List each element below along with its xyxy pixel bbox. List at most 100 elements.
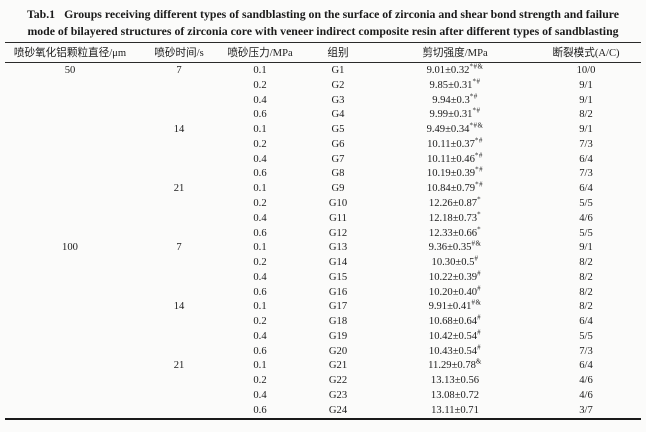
cell-mode: 6/4 [579,316,593,328]
cell-strength: 9.49±0.34*#& [379,122,531,138]
strength-value: 10.43±0.54 [428,345,478,357]
significance-marker: #& [471,239,482,248]
cell-pressure: 0.4 [253,271,267,283]
cell-diameter [5,94,135,109]
significance-marker: * [477,210,482,219]
cell-pressure: 0.1 [253,183,267,195]
significance-marker: *# [475,165,484,174]
strength-value: 10.42±0.54 [428,330,478,342]
table-row: 0.6 G8 10.19±0.39*# 7/3 [5,165,641,182]
cell-strength: 13.08±0.72 [379,389,531,404]
cell-mode: 6/4 [579,360,593,372]
cell-diameter [5,123,135,138]
cell-strength: 10.11±0.46*# [379,152,531,168]
cell-group: G20 [328,345,348,357]
cell-group: G21 [328,360,348,372]
cell-group: G13 [328,242,348,254]
cell-mode: 9/1 [579,124,593,136]
cell-mode: 8/2 [579,271,593,283]
cell-time [135,345,223,360]
table-row: 0.4 G23 13.08±0.72 4/6 [5,389,641,404]
cell-time [135,226,223,241]
significance-marker: # [477,313,482,322]
cell-strength: 9.91±0.41#& [379,299,531,315]
cell-group: G9 [331,183,345,195]
cell-mode: 3/7 [579,404,593,416]
cell-diameter [5,79,135,94]
table-row: 0.2 G2 9.85±0.31*# 9/1 [5,77,641,94]
cell-diameter [5,108,135,123]
strength-value: 9.49±0.34 [426,124,470,136]
table-row: 14 0.1 G5 9.49±0.34*#& 9/1 [5,122,641,138]
cell-strength: 13.11±0.71 [379,404,531,420]
table-row: 100 7 0.1 G13 9.36±0.35#& 9/1 [5,239,641,256]
cell-time: 7 [176,65,182,77]
cell-time [135,138,223,153]
cell-group: G14 [328,257,348,269]
cell-time [135,374,223,389]
cell-diameter [5,197,135,212]
cell-strength: 11.29±0.78& [379,358,531,374]
cell-strength: 10.11±0.37*# [379,137,531,153]
cell-diameter [5,315,135,330]
table-body: 50 7 0.1 G1 9.01±0.32*#& 10/0 0.2 G2 9.85±0.31*#… [5,63,641,420]
cell-diameter [5,389,135,404]
strength-value: 10.30±0.5 [431,257,475,269]
cell-time: 21 [173,183,185,195]
cell-diameter [5,285,135,300]
cell-diameter [5,212,135,227]
cell-pressure: 0.6 [253,168,267,180]
table-row: 0.2 G18 10.68±0.64# 6/4 [5,313,641,330]
cell-time [135,389,223,404]
cell-time [135,167,223,182]
significance-marker: *# [475,180,484,189]
table-row: 0.4 G3 9.94±0.3*# 9/1 [5,93,641,109]
cell-time: 7 [176,242,182,254]
cell-group: G10 [328,197,348,209]
table-row: 21 0.1 G9 10.84±0.79*# 6/4 [5,180,641,197]
significance-marker: # [477,269,482,278]
cell-mode: 6/4 [579,183,593,195]
cell-time [135,153,223,168]
cell-strength: 12.26±0.87* [379,196,531,212]
cell-mode: 8/2 [579,301,593,313]
strength-value: 10.11±0.37 [427,138,475,150]
strength-value: 10.11±0.46 [427,153,475,165]
cell-mode: 6/4 [579,153,593,165]
cell-pressure: 0.6 [253,286,267,298]
cell-diameter [5,226,135,241]
cell-pressure: 0.1 [253,360,267,372]
cell-mode: 9/1 [579,242,593,254]
cell-group: G11 [329,212,347,224]
cell-pressure: 0.4 [253,212,267,224]
header-failure-mode: 断裂模式(A/C) [531,42,641,63]
cell-time [135,212,223,227]
cell-strength: 10.22±0.39# [379,269,531,286]
cell-time: 14 [173,124,185,136]
cell-mode: 8/2 [579,286,593,298]
cell-time [135,79,223,94]
cell-strength: 10.30±0.5# [379,255,531,271]
cell-time [135,285,223,300]
cell-mode: 7/3 [579,168,593,180]
cell-strength: 9.94±0.3*# [379,93,531,109]
cell-mode: 5/5 [579,330,593,342]
cell-mode: 9/1 [579,79,593,91]
cell-group: G6 [331,138,345,150]
cell-time [135,330,223,345]
strength-value: 12.33±0.66 [428,227,478,239]
caption-line-1: Groups receiving different types of sand… [64,7,620,21]
significance-marker: *# [472,77,481,86]
cell-mode: 5/5 [579,227,593,239]
cell-strength: 10.20±0.40# [379,285,531,300]
header-shear-strength: 剪切强度/MPa [379,42,531,63]
strength-value: 12.18±0.73 [428,212,478,224]
cell-diameter [5,330,135,345]
cell-pressure: 0.2 [253,257,267,269]
cell-strength: 9.85±0.31*# [379,77,531,94]
cell-group: G19 [328,330,348,342]
cell-diameter [5,374,135,389]
cell-diameter [5,153,135,168]
cell-mode: 4/6 [579,389,593,401]
table-header: 喷砂氧化铝颗粒直径/μm 喷砂时间/s 喷砂压力/MPa 组别 剪切强度/MPa… [5,42,641,63]
